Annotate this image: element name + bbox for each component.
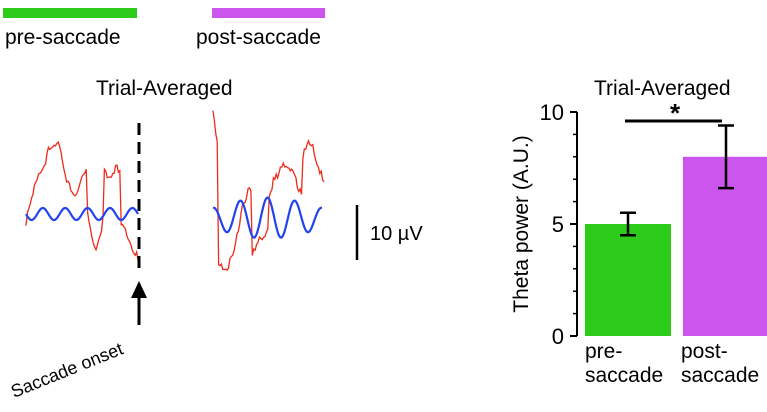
left-panel-title: Trial-Averaged (96, 77, 233, 100)
x-tick-label-pre-saccade-line2: saccade (585, 364, 663, 387)
saccade-onset-arrowhead (131, 281, 147, 298)
error-bar-pre-saccade (620, 211, 636, 237)
y-tick-label-10: 10 (540, 100, 564, 125)
raw-trace-pre (25, 140, 139, 261)
scale-bar-label: 10 µV (370, 223, 423, 245)
raw-trace-post (212, 110, 325, 272)
significance-marker: * (625, 98, 722, 128)
legend-swatch-post (212, 8, 325, 18)
chart-title: Trial-Averaged (594, 77, 731, 100)
theta-trace-post (213, 196, 322, 239)
x-tick-label-post-saccade-line2: saccade (681, 364, 759, 387)
bars (585, 124, 767, 336)
y-tick-label-5: 5 (552, 212, 564, 237)
significance-star: * (670, 98, 681, 128)
x-tick-label-post-saccade-line1: post- (681, 340, 728, 363)
legend-label-pre: pre-saccade (5, 26, 121, 49)
trace-panel: Saccade onset 10 µV (8, 110, 423, 402)
theta-trace-pre (25, 206, 139, 222)
legend-swatch-pre (3, 8, 137, 18)
x-tick-label-pre-saccade-line1: pre- (585, 340, 622, 363)
y-axis-label: Theta power (A.U.) (510, 135, 533, 312)
y-tick-label-0: 0 (552, 324, 564, 349)
error-bar-post-saccade (718, 124, 734, 190)
saccade-onset-label: Saccade onset (8, 339, 126, 402)
y-ticks: 0 5 10 (540, 100, 577, 349)
bar-pre-saccade (585, 224, 671, 336)
legend-label-post: post-saccade (196, 26, 321, 49)
